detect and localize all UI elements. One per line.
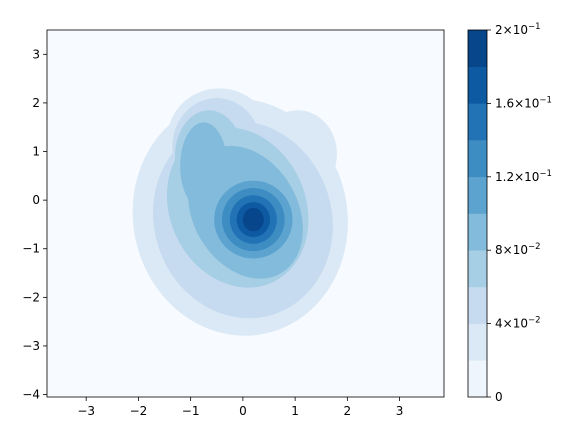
colorbar-segment [468,176,487,214]
x-tick-label: −1 [182,404,200,418]
contour-level-4-region [180,122,228,210]
colorbar-tick-label: 8×10−2 [495,242,541,257]
colorbar-tick-label: 2×10−1 [495,22,541,37]
colorbar-segment [468,323,487,361]
plot-area [46,29,445,398]
colorbar-segment [468,30,487,67]
x-tick-label: 1 [291,404,299,418]
colorbar-tick-label: 1.2×10−1 [495,169,552,184]
y-tick-label: −3 [22,339,40,353]
colorbar-segment [468,213,487,251]
y-tick-label: 0 [32,193,40,207]
colorbar-tick-label: 1.6×10−1 [495,95,552,110]
y-axis: −4 −3 −2 −1 0 1 2 3 [22,47,47,402]
y-tick-label: −1 [22,242,40,256]
y-tick-label: −4 [22,388,40,402]
y-tick-label: 3 [32,47,40,61]
colorbar-segment [468,66,487,104]
colorbar-segment [468,250,487,288]
x-tick-label: 0 [239,404,247,418]
colorbar-frame [467,29,488,398]
colorbar-segment [468,103,487,141]
colorbar-segment [468,140,487,178]
y-tick-label: 2 [32,96,40,110]
contour-level-9-region [242,207,264,232]
x-axis: −3 −2 −1 0 1 2 3 [77,397,403,418]
plot-frame [46,29,445,398]
colorbar-segment [468,286,487,324]
colorbar-tick-label: 0 [495,390,503,404]
x-tick-label: −3 [77,404,95,418]
x-tick-label: 3 [396,404,404,418]
y-tick-label: 1 [32,145,40,159]
x-tick-label: 2 [344,404,352,418]
colorbar: 0 4×10−2 8×10−2 1.2×10−1 1.6×10−1 2×10−1 [467,22,552,404]
contour-fills [132,88,348,336]
y-tick-label: −2 [22,290,40,304]
colorbar-tick-label: 4×10−2 [495,316,541,331]
colorbar-segment [468,360,487,398]
x-tick-label: −2 [130,404,148,418]
